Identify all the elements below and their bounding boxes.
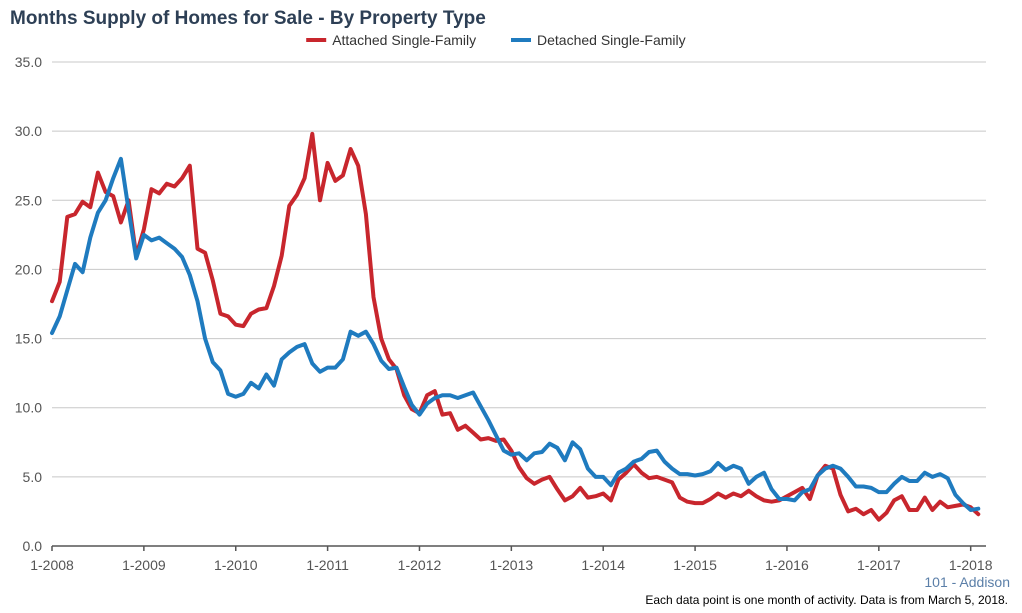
y-tick-label: 15.0 — [15, 331, 42, 347]
x-tick-label: 1-2008 — [30, 557, 74, 573]
y-tick-label: 35.0 — [15, 54, 42, 70]
y-axis: 0.0 5.0 10.0 15.0 20.0 25.0 30.0 35.0 — [15, 54, 42, 554]
legend-label: Detached Single-Family — [537, 32, 686, 48]
x-tick-label: 1-2017 — [857, 557, 901, 573]
y-tick-label: 0.0 — [23, 538, 43, 554]
x-tick-label: 1-2015 — [673, 557, 717, 573]
gridlines — [52, 61, 986, 478]
x-tick-label: 1-2010 — [214, 557, 258, 573]
y-tick-label: 25.0 — [15, 192, 42, 208]
x-tick-label: 1-2016 — [765, 557, 809, 573]
chart-title: Months Supply of Homes for Sale - By Pro… — [10, 8, 486, 29]
x-tick-label: 1-2013 — [490, 557, 534, 573]
legend-item[interactable]: Detached Single-Family — [511, 32, 686, 48]
x-axis: 1-2008 1-2009 1-2010 1-2011 1-2012 1-2013 1-20… — [30, 545, 993, 573]
footnote: Each data point is one month of activity… — [645, 593, 1008, 607]
y-tick-label: 5.0 — [23, 469, 43, 485]
x-tick-label: 1-2009 — [122, 557, 166, 573]
region-label: 101 - Addison — [924, 574, 1010, 590]
legend[interactable]: Attached Single-Family Detached Single-Fa… — [306, 32, 686, 48]
series-line-detached-single-family — [50, 156, 981, 512]
y-tick-label: 30.0 — [15, 123, 42, 139]
x-tick-label: 1-2011 — [306, 557, 349, 573]
y-tick-label: 20.0 — [15, 261, 42, 277]
series-lines — [50, 131, 981, 522]
x-tick-label: 1-2018 — [949, 557, 993, 573]
x-tick-label: 1-2014 — [581, 557, 625, 573]
legend-item[interactable]: Attached Single-Family — [306, 32, 476, 48]
x-tick-label: 1-2012 — [398, 557, 442, 573]
series-line-attached-single-family — [50, 131, 981, 522]
legend-label: Attached Single-Family — [332, 32, 476, 48]
y-tick-label: 10.0 — [15, 400, 42, 416]
